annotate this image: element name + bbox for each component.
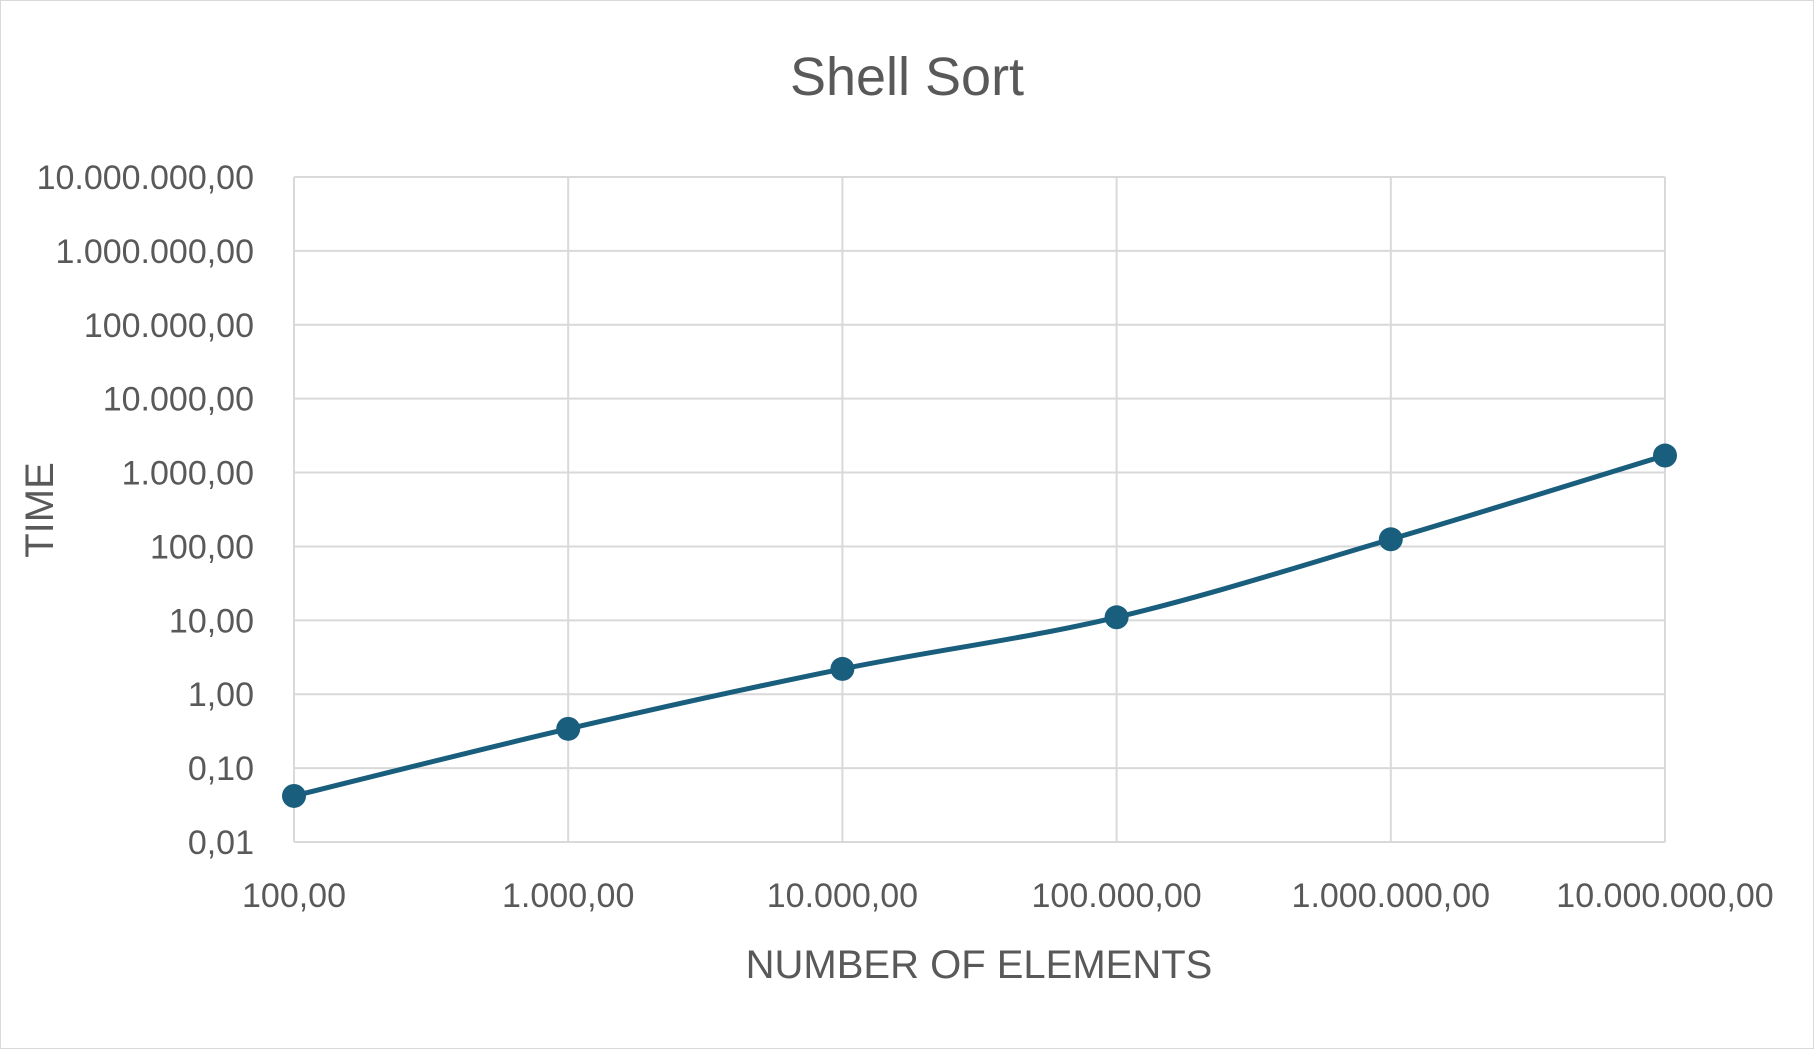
data-point-marker bbox=[282, 783, 306, 808]
y-tick-label: 0,01 bbox=[188, 824, 254, 862]
x-tick-label: 100,00 bbox=[242, 877, 346, 915]
series-line bbox=[291, 453, 1668, 799]
x-axis-tick-labels: 100,00 1.000,00 10.000,00 100.000,00 1.000.0… bbox=[242, 877, 1774, 915]
y-tick-label: 1,00 bbox=[188, 676, 254, 714]
y-tick-label: 1.000,00 bbox=[122, 455, 254, 493]
x-tick-label: 10.000,00 bbox=[767, 877, 918, 915]
y-tick-label: 1.000.000,00 bbox=[55, 233, 254, 271]
series-group bbox=[282, 443, 1677, 808]
x-tick-label: 1.000,00 bbox=[502, 877, 634, 915]
y-axis-tick-labels: 0,01 0,10 1,00 10,00 100,00 1.000,00 10.000,00… bbox=[37, 159, 254, 862]
data-point-marker bbox=[830, 656, 855, 681]
y-axis-title: TIME bbox=[18, 462, 62, 558]
x-tick-label: 1.000.000,00 bbox=[1292, 877, 1491, 915]
data-point-marker bbox=[1104, 605, 1129, 630]
y-tick-label: 100,00 bbox=[150, 528, 254, 566]
x-tick-label: 10.000.000,00 bbox=[1556, 877, 1773, 915]
data-point-marker bbox=[1378, 527, 1403, 552]
data-point-marker bbox=[1653, 443, 1677, 468]
y-tick-label: 100.000,00 bbox=[84, 307, 254, 345]
chart-title: Shell Sort bbox=[790, 47, 1024, 107]
x-axis-title: NUMBER OF ELEMENTS bbox=[746, 943, 1213, 987]
data-point-marker bbox=[556, 716, 581, 741]
grid bbox=[293, 176, 1666, 843]
y-tick-label: 10.000.000,00 bbox=[37, 159, 254, 197]
y-tick-label: 0,10 bbox=[188, 750, 254, 788]
x-tick-label: 100.000,00 bbox=[1032, 877, 1202, 915]
y-tick-label: 10,00 bbox=[169, 602, 254, 640]
y-tick-label: 10.000,00 bbox=[103, 381, 254, 419]
